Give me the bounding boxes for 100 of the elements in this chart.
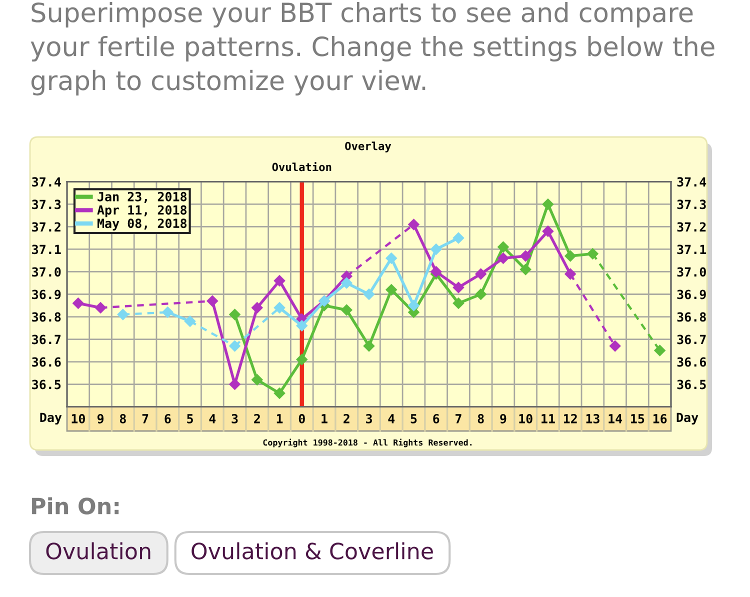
text: Day (676, 412, 698, 425)
point (408, 300, 420, 312)
x-tick-label: 1 (276, 414, 283, 424)
x-tick-label: 1 (322, 414, 328, 424)
point (430, 243, 442, 256)
x-tick-label: 12 (564, 414, 577, 424)
point (72, 297, 84, 310)
point (274, 274, 286, 287)
point (184, 315, 196, 328)
x-tick-label: 16 (653, 414, 667, 424)
point (497, 241, 510, 253)
x-tick-label: 3 (366, 414, 372, 424)
point (206, 295, 218, 307)
point (296, 320, 308, 332)
point (654, 344, 666, 356)
text: Ovulation & Coverline (192, 542, 433, 560)
point (251, 302, 264, 314)
point (564, 268, 576, 280)
y-tick-label: 36.5 (32, 380, 61, 390)
x-tick-label: 15 (631, 414, 644, 424)
y-tick-label: 36.7 (32, 334, 61, 344)
point (474, 268, 487, 280)
y2-tick-label: 36.9 (677, 290, 706, 300)
legend-label: May 08, 2018 (98, 218, 187, 230)
point (340, 304, 353, 316)
x-tick-label: 7 (456, 414, 462, 424)
x-tick-label: 0 (298, 414, 305, 424)
x-tick-label: 2 (254, 414, 260, 424)
point (228, 378, 241, 390)
x-tick-label: 8 (478, 414, 484, 424)
point (385, 252, 398, 264)
point (274, 387, 286, 400)
y-tick-label: 37.0 (32, 267, 61, 277)
legend-label: Jan 23, 2018 (98, 192, 187, 203)
y2-tick-label: 37.3 (677, 200, 706, 210)
y2-tick-label: 37.2 (677, 222, 706, 232)
x-tick-label: 10 (519, 414, 532, 424)
x-tick-label: 13 (586, 414, 600, 424)
y2-tick-label: 36.8 (677, 312, 706, 322)
point (251, 374, 264, 386)
x-tick-label: 4 (209, 414, 216, 424)
ref-line-label: Ovulation (272, 162, 332, 172)
point (474, 288, 487, 300)
text: Pin On: (32, 497, 119, 514)
y2-tick-label: 37.1 (677, 244, 706, 254)
x-axis-title: Day (40, 412, 62, 425)
point (497, 252, 510, 264)
y2-tick-label: 36.5 (677, 380, 706, 390)
point (542, 198, 554, 210)
x-tick-label: 6 (164, 414, 171, 424)
x-tick-label: 5 (410, 414, 417, 424)
x-tick-label: 11 (542, 414, 555, 424)
y-tick-label: 37.1 (32, 244, 61, 254)
point (363, 288, 375, 300)
text: Superimpose your BBT charts to see and compare your fertile patterns. Change the settings below the graph to customize your view. (30, 2, 714, 96)
point (94, 302, 106, 314)
y2-tick-label: 37.0 (677, 267, 706, 277)
point (609, 340, 621, 352)
x-tick-label: 7 (142, 414, 148, 424)
point (520, 264, 532, 276)
x-tick-label: 14 (608, 414, 622, 424)
x-tick-label: 9 (97, 414, 104, 424)
x-tick-label: 4 (388, 414, 395, 424)
point (408, 218, 420, 230)
point (363, 340, 375, 352)
x-tick-label: 3 (232, 414, 238, 424)
x-tick-label: 9 (500, 414, 506, 424)
point (296, 354, 308, 366)
x-tick-label: 2 (344, 414, 350, 424)
point (452, 297, 464, 310)
y-tick-label: 37.3 (32, 200, 61, 210)
text: Ovulation (46, 542, 150, 560)
point (586, 248, 599, 260)
text: Copyright 1998-2018 - All Rights Reserved. (263, 438, 472, 448)
y-tick-label: 36.6 (32, 357, 61, 367)
x-tick-label: 8 (120, 414, 126, 424)
point (274, 302, 286, 314)
point (452, 232, 464, 244)
point (520, 250, 532, 262)
point (385, 284, 398, 296)
point (228, 340, 241, 352)
y-tick-label: 36.8 (32, 312, 61, 322)
x-tick-label: 5 (187, 414, 193, 424)
x-tick-label: 10 (72, 414, 85, 424)
point (117, 308, 129, 320)
point (542, 225, 554, 238)
y2-tick-label: 36.7 (677, 334, 706, 344)
y2-tick-label: 36.6 (677, 357, 706, 367)
point (564, 250, 576, 262)
y2-tick-label: 37.4 (677, 177, 706, 187)
point (340, 277, 353, 289)
y-tick-label: 36.9 (32, 290, 61, 300)
y-tick-label: 37.4 (32, 177, 61, 187)
legend-label: Apr 11, 2018 (97, 205, 187, 218)
point (162, 306, 174, 318)
point (452, 282, 464, 294)
point (228, 308, 241, 320)
point (430, 266, 442, 278)
y-tick-label: 37.2 (32, 222, 60, 232)
chart-title: Overlay (345, 142, 392, 152)
